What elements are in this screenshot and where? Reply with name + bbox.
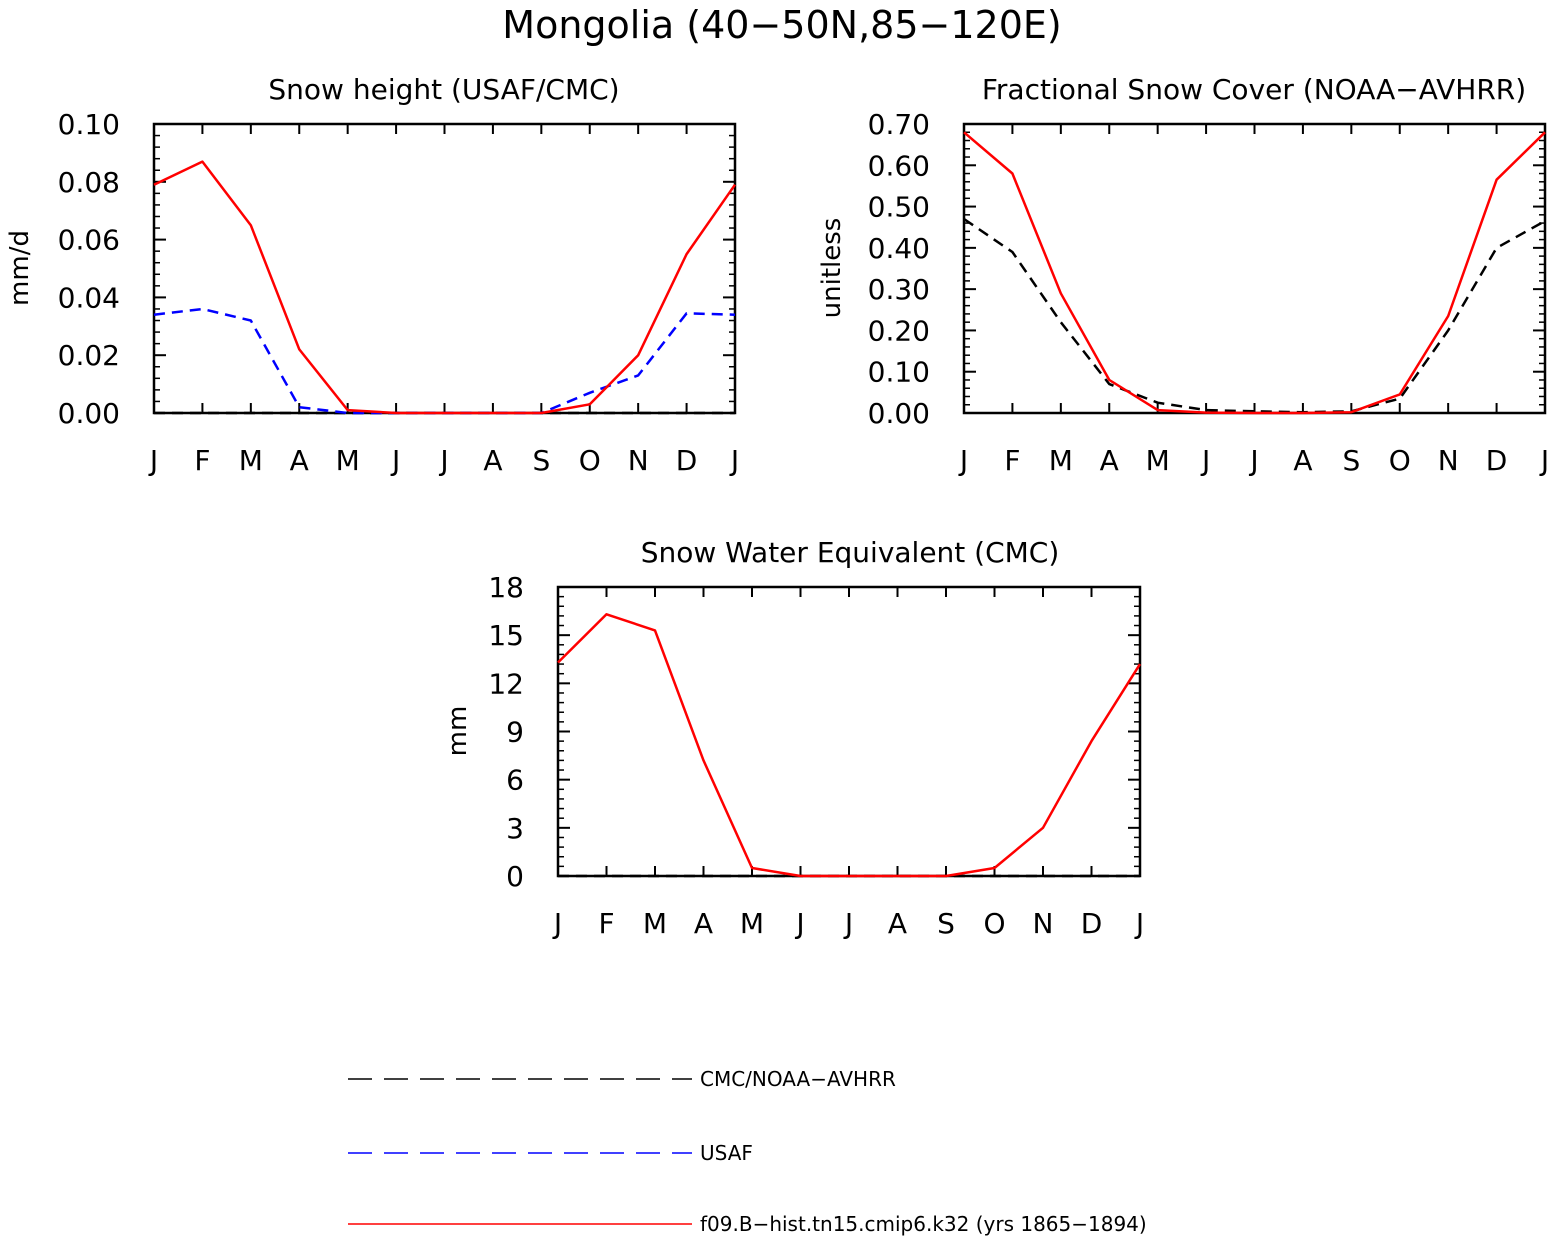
snow-height-xtick-label: S bbox=[532, 444, 550, 477]
snow-height-series-1 bbox=[153, 307, 736, 415]
snow-cover-title: Fractional Snow Cover (NOAA−AVHRR) bbox=[982, 73, 1526, 106]
swe-ytick-label: 3 bbox=[506, 812, 524, 845]
snow-height-xtick-label: J bbox=[148, 444, 158, 477]
legend-item-usaf: USAF bbox=[348, 1141, 753, 1165]
swe-frame bbox=[556, 585, 1142, 878]
snow-cover-xtick-label: J bbox=[1200, 444, 1210, 477]
swe-xtick-label: J bbox=[1134, 907, 1144, 940]
snow-height-xtick-label: O bbox=[579, 444, 601, 477]
snow-height-xtick-label: J bbox=[729, 444, 739, 477]
snow-height-xtick-label: J bbox=[390, 444, 400, 477]
snow-cover-series-1 bbox=[963, 131, 1546, 415]
swe-ytick-label: 12 bbox=[488, 667, 524, 700]
snow-height-xtick-label: F bbox=[194, 444, 210, 477]
swe-ylabel: mm bbox=[443, 706, 473, 757]
swe-ytick-label: 6 bbox=[506, 764, 524, 797]
swe-xtick-label: S bbox=[937, 907, 955, 940]
snow-cover-ytick-label: 0.40 bbox=[868, 232, 930, 265]
snow-cover-ytick-label: 0.10 bbox=[868, 356, 930, 389]
snow-cover-xtick-label: O bbox=[1389, 444, 1411, 477]
snow-height-ylabel: mm/d bbox=[5, 230, 35, 306]
snow-height-frame bbox=[152, 122, 737, 415]
legend-item-cmc: CMC/NOAA−AVHRR bbox=[348, 1067, 896, 1091]
snow-cover-ytick-label: 0.30 bbox=[868, 273, 930, 306]
snow-cover-xtick-label: S bbox=[1342, 444, 1360, 477]
snow-cover-ytick-label: 0.70 bbox=[868, 108, 930, 141]
snow-cover-ytick-label: 0.00 bbox=[868, 397, 930, 430]
snow-height-series-2 bbox=[153, 160, 737, 415]
snow-cover-ylabel: unitless bbox=[817, 218, 847, 319]
swe-xtick-label: J bbox=[794, 907, 804, 940]
swe-xtick-label: M bbox=[740, 907, 764, 940]
snow-cover-ytick-label: 0.50 bbox=[868, 191, 930, 224]
snow-height-title: Snow height (USAF/CMC) bbox=[268, 73, 619, 106]
snow-height-xtick-label: A bbox=[290, 444, 309, 477]
legend: CMC/NOAA−AVHRR USAF f09.B−hist.tn15.cmip… bbox=[348, 1067, 1147, 1236]
snow-cover-xtick-label: M bbox=[1049, 444, 1073, 477]
snow-height-ytick-label: 0.02 bbox=[58, 339, 120, 372]
snow-height-xtick-label: A bbox=[483, 444, 502, 477]
snow-cover-xtick-label: A bbox=[1100, 444, 1119, 477]
snow-height-xtick-label: N bbox=[628, 444, 649, 477]
snow-cover-xtick-label: J bbox=[1248, 444, 1258, 477]
swe-xtick-label: A bbox=[694, 907, 713, 940]
swe-series-1 bbox=[557, 613, 1142, 878]
snow-height-plot: J F M A M J J A S O N D J0.000.020.040.060.080.10 bbox=[58, 108, 739, 477]
swe-xtick-label: O bbox=[983, 907, 1005, 940]
swe-ytick-label: 9 bbox=[506, 716, 524, 749]
snow-cover-xtick-label: M bbox=[1146, 444, 1170, 477]
snow-height-ytick-label: 0.08 bbox=[58, 166, 120, 199]
snow-cover-ytick-label: 0.60 bbox=[868, 149, 930, 182]
legend-label-model: f09.B−hist.tn15.cmip6.k32 (yrs 1865−1894… bbox=[700, 1212, 1147, 1236]
snow-cover-panel: Fractional Snow Cover (NOAA−AVHRR) unitl… bbox=[817, 73, 1549, 477]
snow-height-xtick-label: M bbox=[239, 444, 263, 477]
snow-cover-xtick-label: F bbox=[1004, 444, 1020, 477]
snow-height-ytick-label: 0.00 bbox=[58, 397, 120, 430]
snow-cover-series-0 bbox=[963, 217, 1546, 414]
snow-cover-xtick-label: J bbox=[1539, 444, 1549, 477]
swe-xtick-label: N bbox=[1033, 907, 1054, 940]
legend-label-usaf: USAF bbox=[700, 1141, 753, 1165]
swe-xtick-label: J bbox=[552, 907, 562, 940]
snow-cover-ytick-label: 0.20 bbox=[868, 314, 930, 347]
snow-cover-plot: J F M A M J J A S O N D J0.000.100.200.300.400.500.6… bbox=[868, 108, 1549, 477]
snow-height-ytick-label: 0.10 bbox=[58, 108, 120, 141]
snow-cover-xtick-label: A bbox=[1293, 444, 1312, 477]
snow-height-ytick-label: 0.06 bbox=[58, 224, 120, 257]
snow-cover-xtick-label: D bbox=[1486, 444, 1508, 477]
legend-label-cmc: CMC/NOAA−AVHRR bbox=[700, 1067, 896, 1091]
swe-xtick-label: F bbox=[598, 907, 614, 940]
swe-xtick-label: J bbox=[843, 907, 853, 940]
legend-item-model: f09.B−hist.tn15.cmip6.k32 (yrs 1865−1894… bbox=[348, 1212, 1147, 1236]
snow-height-ytick-label: 0.04 bbox=[58, 281, 120, 314]
swe-xtick-label: A bbox=[888, 907, 907, 940]
snow-height-xtick-label: M bbox=[336, 444, 360, 477]
figure-title: Mongolia (40−50N,85−120E) bbox=[502, 3, 1061, 47]
swe-ytick-label: 0 bbox=[506, 860, 524, 893]
swe-ytick-label: 18 bbox=[488, 571, 524, 604]
snow-cover-xtick-label: N bbox=[1438, 444, 1459, 477]
swe-title: Snow Water Equivalent (CMC) bbox=[641, 536, 1060, 569]
swe-xtick-label: M bbox=[643, 907, 667, 940]
swe-xtick-label: D bbox=[1081, 907, 1103, 940]
snow-cover-xtick-label: J bbox=[958, 444, 968, 477]
snow-height-xtick-label: J bbox=[438, 444, 448, 477]
swe-ytick-label: 15 bbox=[488, 619, 524, 652]
snow-height-xtick-label: D bbox=[676, 444, 698, 477]
